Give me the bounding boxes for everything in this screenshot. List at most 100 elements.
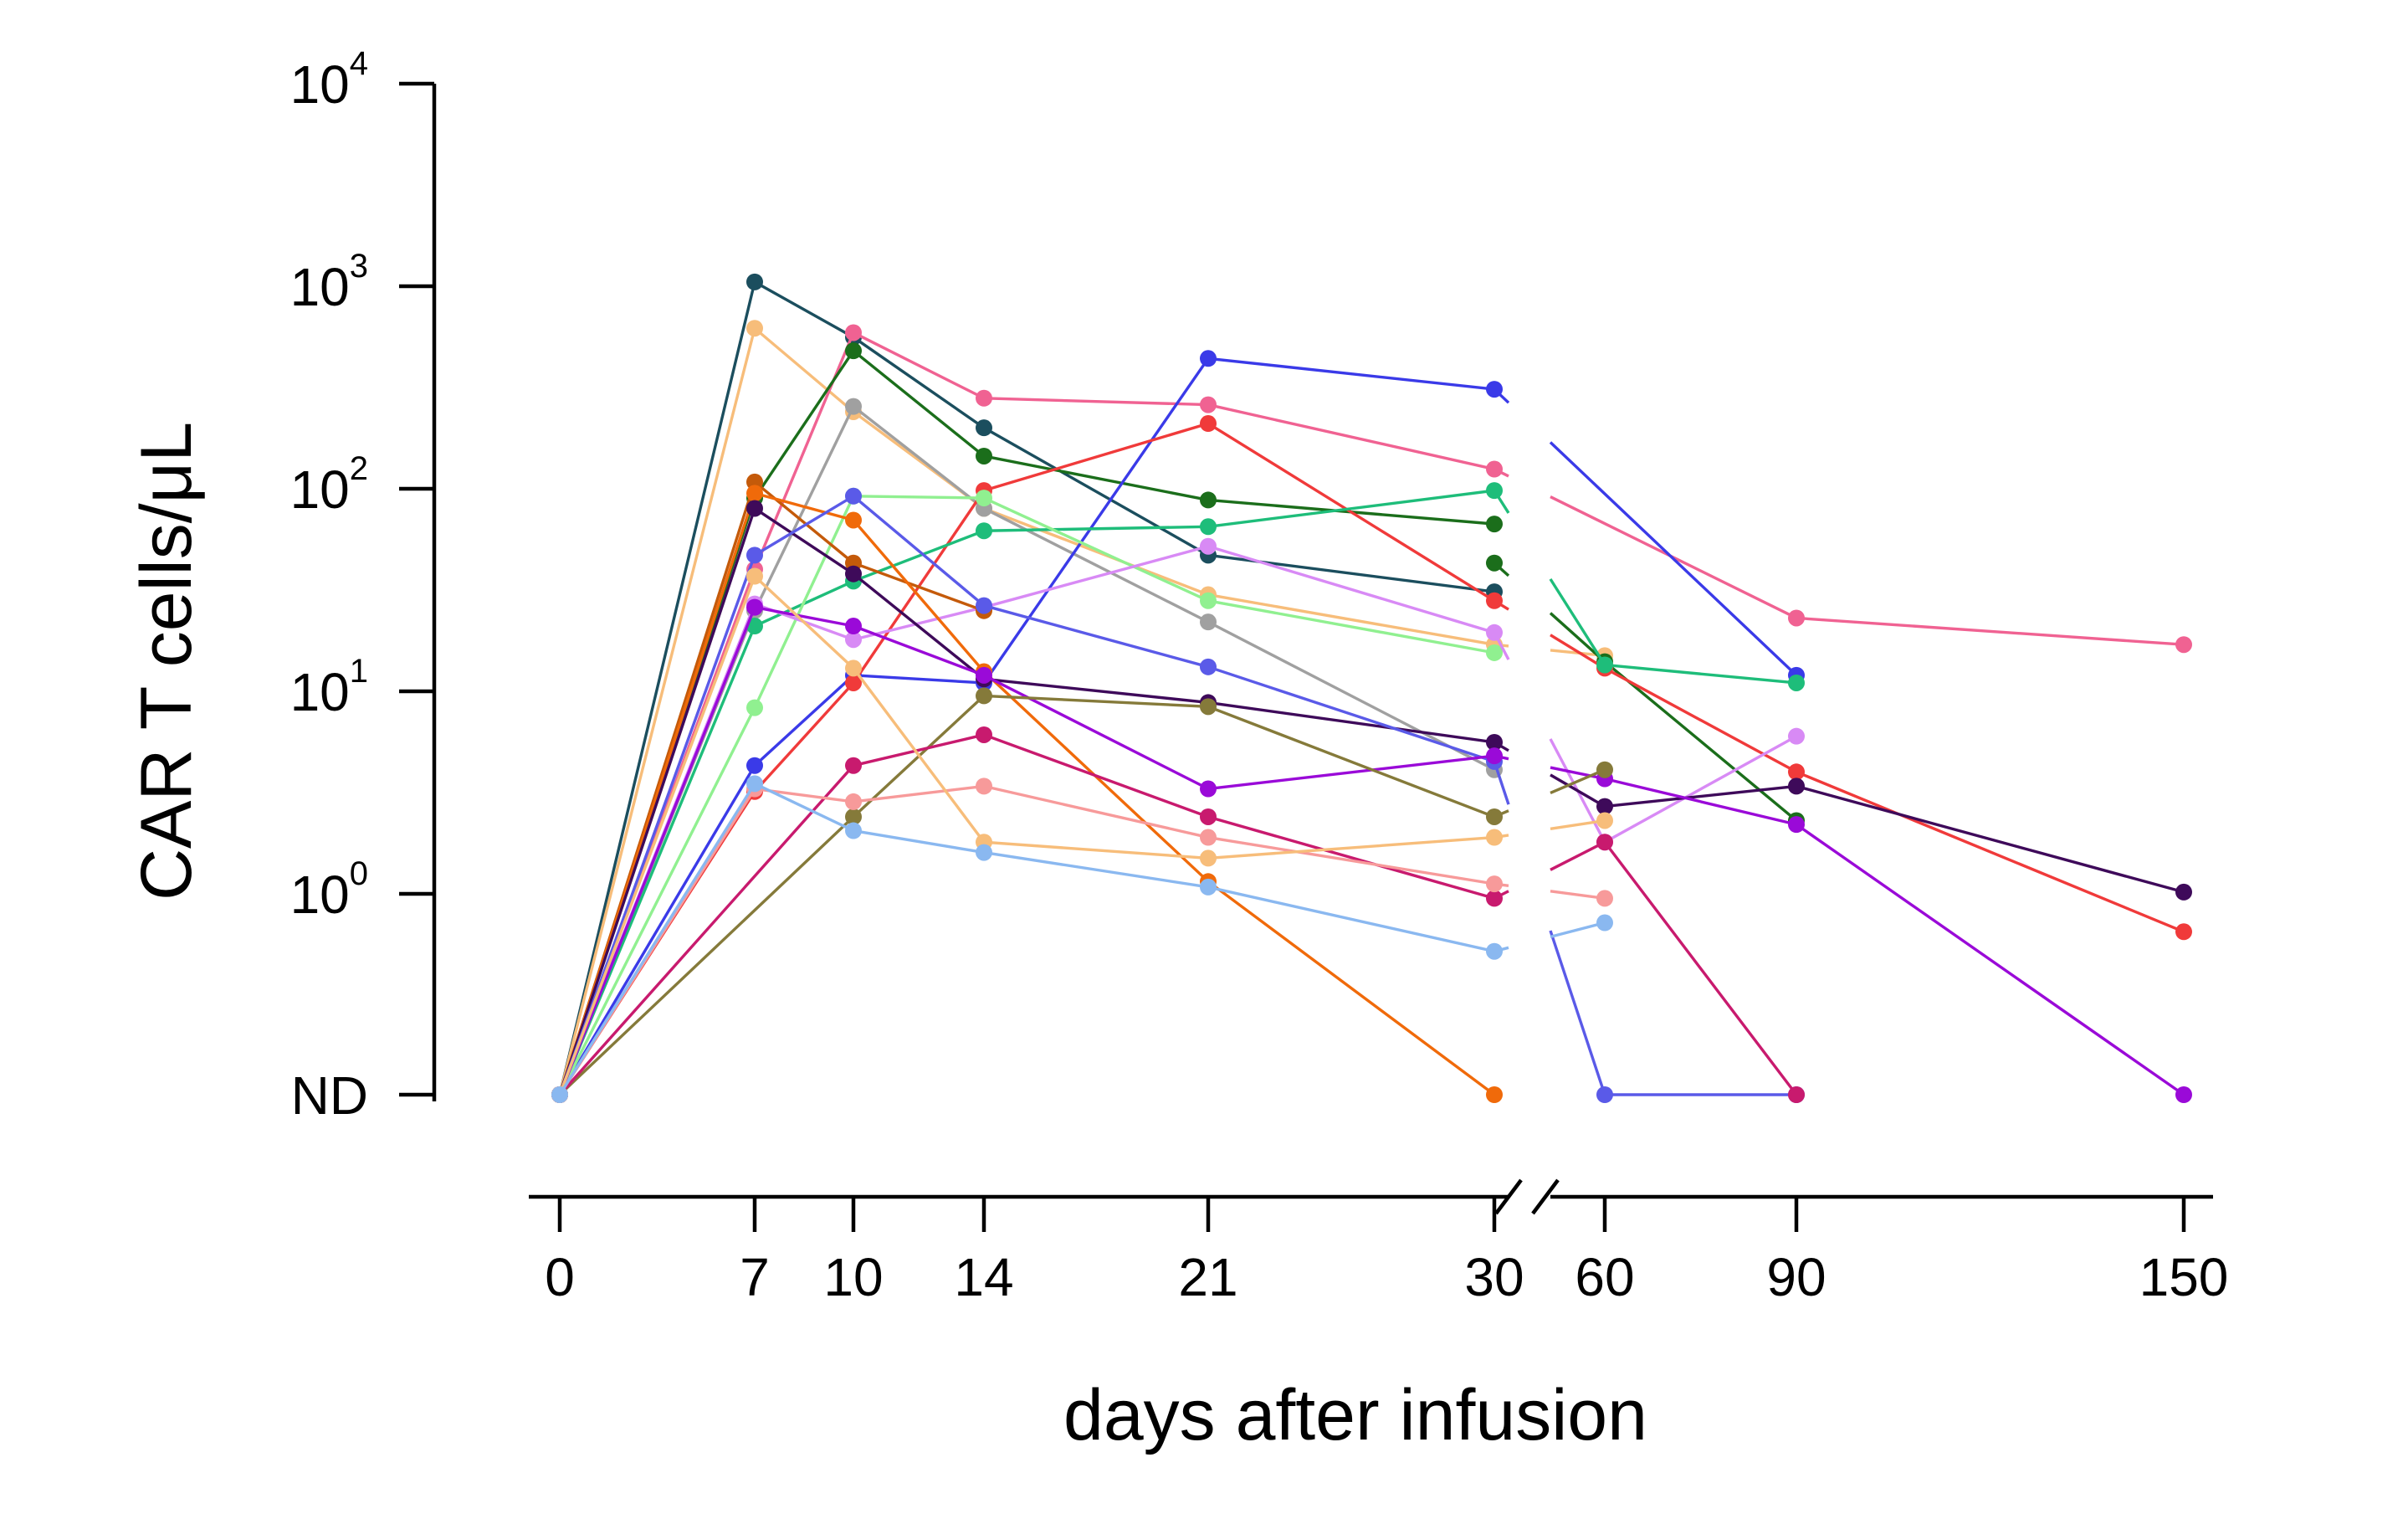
x-axis-title: days after infusion: [1063, 1375, 1647, 1455]
series-segment: [1549, 577, 1606, 666]
series-segment: [1207, 545, 1495, 634]
x-axis-break-mark-left: [1494, 1178, 1523, 1215]
data-point: [746, 547, 763, 564]
data-point: [1486, 829, 1503, 846]
series-segment: [558, 606, 756, 1096]
y-axis-title: CAR T cells/μL: [126, 422, 207, 901]
series-segment: [852, 495, 986, 607]
data-point: [845, 487, 862, 505]
series-segment: [754, 491, 854, 522]
series-7: [551, 350, 1805, 1103]
series-segment: [853, 829, 985, 855]
data-point: [1486, 733, 1503, 751]
series-segment: [1549, 930, 1606, 1096]
series-15: [551, 487, 1805, 1103]
series-segment: [1207, 599, 1495, 654]
series-segment: [983, 422, 1209, 492]
data-point: [845, 565, 862, 583]
series-16: [551, 598, 2192, 1103]
series-segment: [1207, 701, 1495, 744]
data-point: [1200, 613, 1217, 631]
data-point: [746, 500, 763, 517]
series-segment: [983, 603, 1209, 669]
series-segment: [852, 572, 986, 680]
data-point: [1486, 808, 1503, 825]
data-point: [1596, 890, 1613, 907]
y-tick-base: 10: [290, 257, 350, 317]
y-tick-base: 10: [290, 865, 350, 925]
y-tick-label: ND: [291, 1065, 368, 1126]
data-point: [1788, 674, 1805, 691]
data-point: [1788, 1086, 1805, 1103]
y-tick-label: 100: [290, 855, 368, 925]
data-point: [1486, 460, 1503, 478]
data-point: [845, 631, 862, 649]
data-point: [845, 618, 862, 635]
data-point: [1200, 829, 1217, 846]
data-point: [976, 597, 992, 614]
series-segment: [1550, 773, 1606, 808]
data-point: [1486, 554, 1503, 572]
data-point: [845, 822, 862, 839]
data-point: [746, 775, 763, 793]
series-segment: [1604, 666, 1797, 773]
data-point: [746, 618, 763, 635]
series-segment: [1604, 784, 1797, 808]
series-segment: [1549, 612, 1606, 663]
data-point: [746, 598, 763, 616]
series-segment: [1796, 784, 2185, 894]
x-tick-label: 10: [823, 1247, 883, 1307]
data-point: [746, 699, 763, 716]
data-point: [845, 808, 862, 825]
data-point: [1596, 1086, 1613, 1103]
data-point: [976, 522, 992, 540]
series-3: [551, 324, 2192, 1103]
data-point: [845, 757, 862, 774]
series-segment: [1207, 754, 1495, 791]
data-point: [1788, 727, 1805, 745]
x-axis-break-mark-right: [1531, 1178, 1560, 1215]
data-point: [1200, 396, 1217, 413]
series-segment: [1603, 841, 1798, 1096]
series-segment: [754, 605, 854, 628]
series-segment: [1207, 422, 1495, 603]
data-point: [845, 398, 862, 415]
series-18: [551, 726, 1805, 1103]
y-tick-label: 101: [290, 653, 368, 722]
series-segment: [983, 677, 1209, 705]
data-point: [1596, 812, 1613, 829]
series-segment: [1550, 768, 1606, 794]
data-point: [1596, 834, 1613, 851]
series-segment: [558, 764, 756, 1096]
series-segment: [983, 525, 1209, 532]
data-point: [1788, 816, 1805, 834]
series-segment: [1603, 660, 1798, 822]
series-segment: [1207, 665, 1495, 763]
series-segment: [1604, 735, 1797, 844]
series-segment: [853, 336, 985, 429]
data-point: [1200, 491, 1217, 509]
series-segment: [983, 545, 1209, 609]
data-point: [976, 490, 992, 507]
series-layer: [551, 273, 2192, 1103]
x-tick-label: 21: [1178, 1247, 1237, 1307]
data-point: [845, 659, 862, 677]
series-20: [551, 567, 1613, 1103]
series-segment: [853, 331, 985, 400]
axes-layer: [432, 84, 2213, 1215]
data-point: [1486, 644, 1503, 661]
data-point: [1486, 747, 1503, 765]
x-tick-label: 0: [545, 1247, 575, 1307]
series-segment: [852, 667, 986, 844]
y-tick-label: 102: [290, 450, 368, 520]
data-point: [1788, 778, 1805, 795]
series-segment: [853, 529, 985, 583]
data-point: [1596, 798, 1613, 815]
series-segment: [754, 280, 854, 339]
series-segment: [1207, 357, 1495, 391]
data-point: [1596, 761, 1613, 778]
x-tick-label: 14: [954, 1247, 1013, 1307]
series-segment: [983, 840, 1209, 860]
series-segment: [558, 281, 756, 1096]
